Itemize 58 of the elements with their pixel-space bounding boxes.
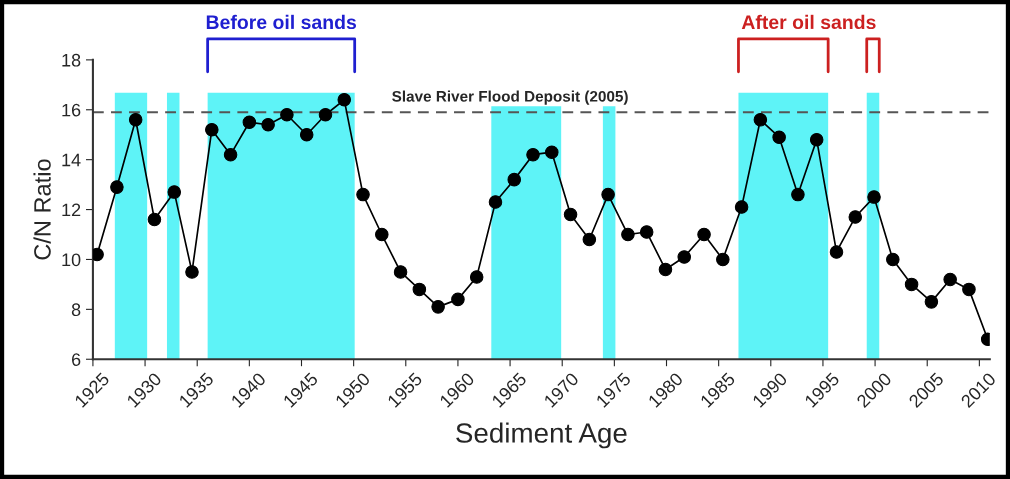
point <box>677 250 691 264</box>
point <box>488 195 503 209</box>
point <box>639 225 654 239</box>
point <box>110 180 124 194</box>
point <box>943 272 957 287</box>
x-axis-title: Sediment Age <box>456 422 627 449</box>
point <box>393 265 408 279</box>
y-tick-label: 14 <box>62 153 81 167</box>
point <box>469 270 484 284</box>
point <box>582 232 597 247</box>
point <box>697 227 711 242</box>
point <box>848 210 863 224</box>
point <box>886 252 900 267</box>
point <box>601 187 615 202</box>
point <box>563 207 578 222</box>
point <box>356 187 370 202</box>
y-axis-title: C/N Ratio <box>33 159 51 260</box>
point <box>545 145 559 159</box>
point <box>147 212 162 227</box>
point <box>318 107 333 122</box>
point <box>337 93 352 107</box>
point <box>924 295 939 309</box>
y-tick-label: 12 <box>62 203 81 217</box>
point <box>526 147 540 162</box>
point <box>867 190 881 204</box>
text: Before oil sands <box>206 14 357 30</box>
point <box>809 132 824 147</box>
point <box>431 300 445 314</box>
point <box>791 187 805 202</box>
point <box>753 112 768 127</box>
y-tick-label: 10 <box>62 253 81 267</box>
ref-line-label: Slave River Flood Deposit (2005) <box>392 90 628 105</box>
point <box>904 277 919 292</box>
point <box>375 227 389 242</box>
y-tick-label: 6 <box>71 353 81 366</box>
point <box>185 265 199 279</box>
point <box>734 200 749 214</box>
point <box>299 127 314 142</box>
point <box>128 112 143 127</box>
point <box>280 107 294 122</box>
point <box>261 117 275 132</box>
point <box>412 282 427 297</box>
point <box>658 262 673 277</box>
point <box>716 252 730 267</box>
point <box>223 147 238 162</box>
y-tick-label: 18 <box>62 53 81 67</box>
point <box>205 122 219 137</box>
point <box>451 292 465 307</box>
point <box>621 227 635 242</box>
point <box>772 130 786 144</box>
point <box>167 185 182 199</box>
point <box>242 115 257 130</box>
y-tick-label: 8 <box>71 303 81 317</box>
point <box>829 245 844 259</box>
y-tick-label: 16 <box>62 103 81 117</box>
point <box>507 172 522 187</box>
point <box>962 282 976 297</box>
text: After oil sands <box>741 14 876 30</box>
